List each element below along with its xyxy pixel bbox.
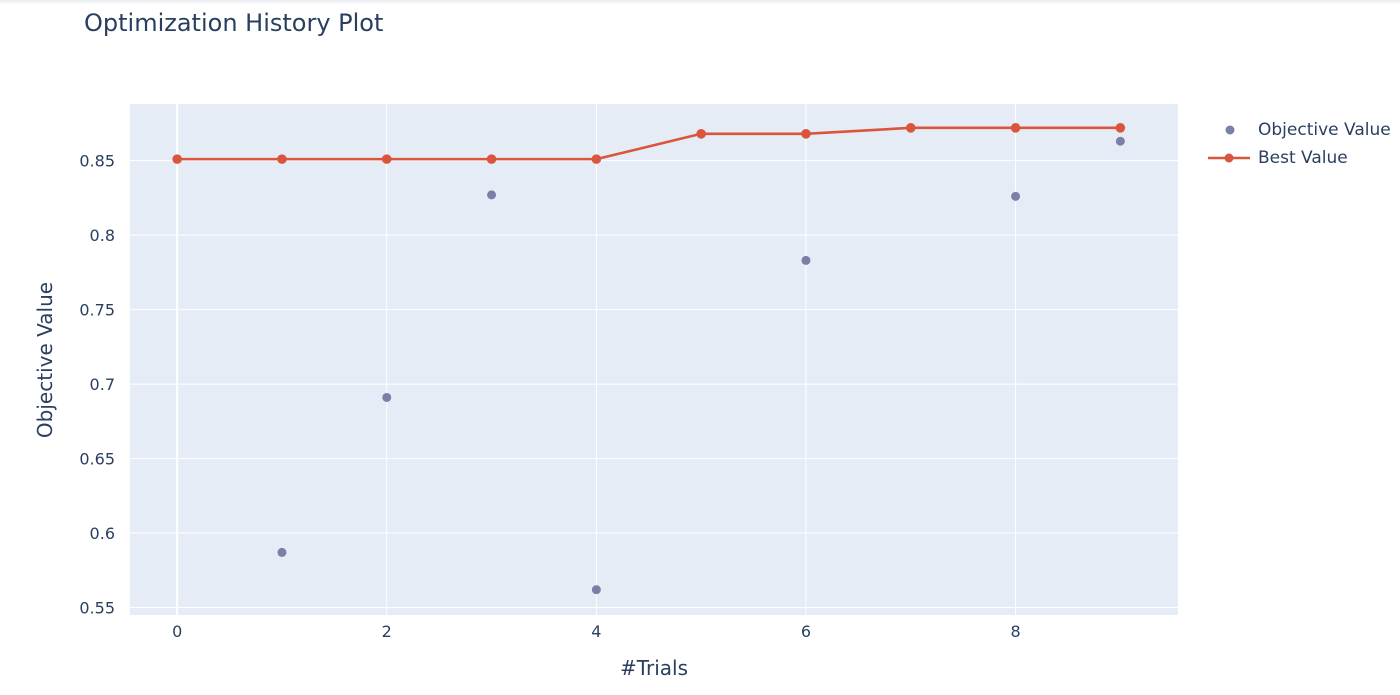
x-axis-label: #Trials: [620, 656, 688, 680]
best-value-point[interactable]: [486, 154, 497, 164]
best-value-point[interactable]: [381, 154, 392, 164]
y-tick-label: 0.65: [79, 450, 115, 469]
x-tick-labels: 0 2 4 6 8: [172, 622, 1021, 641]
objective-value-point[interactable]: [801, 255, 811, 265]
objective-value-point[interactable]: [277, 547, 287, 557]
x-gridlines: [176, 104, 1017, 615]
y-tick-label: 0.85: [79, 152, 115, 171]
y-gridlines: [130, 160, 1178, 609]
best-value-point[interactable]: [1115, 123, 1126, 133]
objective-value-point[interactable]: [382, 392, 392, 402]
legend-label-objective-value: Objective Value: [1258, 120, 1391, 140]
x-tick-label: 8: [1010, 622, 1020, 641]
y-tick-labels: 0.55 0.6 0.65 0.7 0.75 0.8 0.85: [79, 152, 115, 618]
best-value-line: [177, 126, 1121, 161]
objective-value-point[interactable]: [1115, 136, 1125, 146]
legend-marker-best-value: [1208, 153, 1250, 163]
best-value-point[interactable]: [905, 123, 916, 133]
chart-title: Optimization History Plot: [84, 9, 384, 37]
x-tick-label: 4: [591, 622, 601, 641]
best-value-point[interactable]: [696, 128, 706, 139]
best-value-point[interactable]: [172, 154, 182, 164]
top-strip: [0, 0, 1400, 5]
objective-value-point[interactable]: [1011, 191, 1021, 201]
best-value-point[interactable]: [277, 154, 287, 164]
y-tick-label: 0.8: [90, 226, 115, 245]
series-layer: [172, 123, 1126, 595]
legend-label-best-value: Best Value: [1258, 148, 1348, 168]
legend-marker-objective-value: [1225, 125, 1235, 135]
x-tick-label: 0: [172, 622, 182, 641]
objective-value-point[interactable]: [487, 190, 497, 200]
y-tick-label: 0.55: [79, 599, 115, 618]
x-tick-label: 6: [801, 622, 811, 641]
y-tick-label: 0.7: [90, 375, 115, 394]
plot-background: [130, 104, 1178, 615]
x-tick-label: 2: [382, 622, 392, 641]
y-tick-label: 0.75: [79, 301, 115, 320]
objective-value-point[interactable]: [591, 585, 601, 595]
best-value-point[interactable]: [1010, 123, 1021, 133]
best-value-point[interactable]: [591, 154, 602, 164]
y-tick-label: 0.6: [90, 524, 115, 543]
y-axis-label: Objective Value: [33, 282, 57, 438]
best-value-point[interactable]: [801, 128, 811, 139]
